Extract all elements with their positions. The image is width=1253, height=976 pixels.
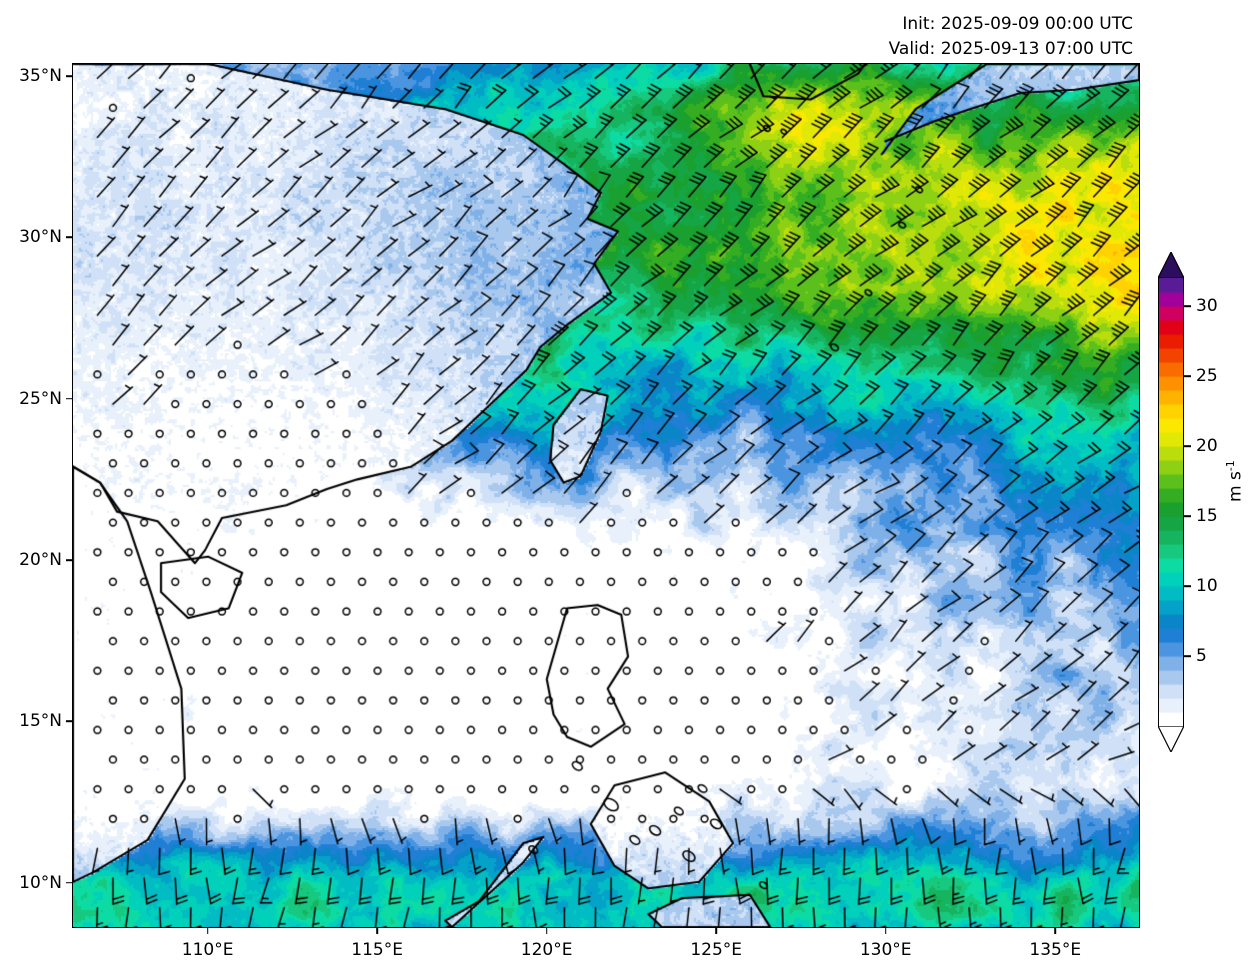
x-axis-tick-label: 130°E: [859, 940, 912, 960]
forecast-time-block: Init: 2025-09-09 00:00 UTC Valid: 2025-0…: [889, 12, 1133, 62]
colorbar-tick-mark: [1184, 515, 1191, 517]
colorbar-extend-min-arrow: [1158, 726, 1184, 752]
colorbar-tick-mark: [1184, 585, 1191, 587]
colorbar-tick-label: 5: [1196, 646, 1207, 666]
init-time-label: Init: 2025-09-09 00:00 UTC: [902, 14, 1133, 34]
y-axis-tick-mark: [66, 75, 72, 77]
colorbar-tick-label: 15: [1196, 506, 1218, 526]
x-axis-tick-label: 120°E: [520, 940, 573, 960]
colorbar-unit-exponent: -1: [1224, 460, 1237, 472]
x-axis-tick-mark: [884, 928, 887, 934]
y-axis-tick-label: 30°N: [19, 227, 62, 248]
y-axis-tick-mark: [66, 882, 72, 884]
colorbar-tick-mark: [1184, 305, 1191, 307]
y-axis-tick-mark: [66, 236, 72, 239]
colorbar-unit-text: m s: [1225, 471, 1246, 502]
colorbar-tick-mark: [1184, 445, 1191, 447]
colorbar-tick-label: 25: [1196, 366, 1218, 386]
y-axis-tick-mark: [66, 559, 72, 561]
y-axis-tick-mark: [66, 397, 72, 400]
colorbar-bands: [1158, 278, 1184, 726]
colorbar-gradient: [1158, 278, 1184, 726]
x-axis-tick-mark: [545, 928, 548, 934]
map-plot-area: [72, 63, 1140, 928]
valid-time-label: Valid: 2025-09-13 07:00 UTC: [888, 39, 1133, 59]
wind-speed-map: [73, 64, 1139, 927]
y-axis-tick-mark: [66, 720, 72, 723]
colorbar-tick-label: 20: [1196, 436, 1218, 456]
colorbar-tick-label: 10: [1196, 576, 1218, 596]
colorbar: [1158, 252, 1184, 752]
y-axis-tick-label: 35°N: [19, 65, 62, 86]
x-axis-tick-mark: [206, 928, 209, 934]
colorbar-tick-mark: [1184, 375, 1191, 377]
colorbar-tick-mark: [1184, 655, 1191, 657]
y-axis-tick-label: 20°N: [19, 550, 62, 571]
colorbar-tick-label: 30: [1196, 296, 1218, 316]
y-axis-tick-label: 25°N: [19, 388, 62, 409]
x-axis-tick-mark: [376, 928, 378, 934]
x-axis-tick-mark: [1054, 928, 1057, 934]
x-axis-tick-mark: [715, 928, 717, 934]
x-axis-tick-label: 115°E: [351, 940, 403, 960]
colorbar-extend-max-arrow: [1158, 252, 1184, 278]
x-axis-tick-label: 125°E: [690, 940, 743, 960]
y-axis-tick-label: 10°N: [19, 872, 62, 893]
x-axis-tick-label: 110°E: [181, 940, 234, 960]
colorbar-unit-label: m s-1: [1224, 460, 1246, 502]
y-axis-tick-label: 15°N: [19, 711, 62, 732]
x-axis-tick-label: 135°E: [1029, 940, 1082, 960]
